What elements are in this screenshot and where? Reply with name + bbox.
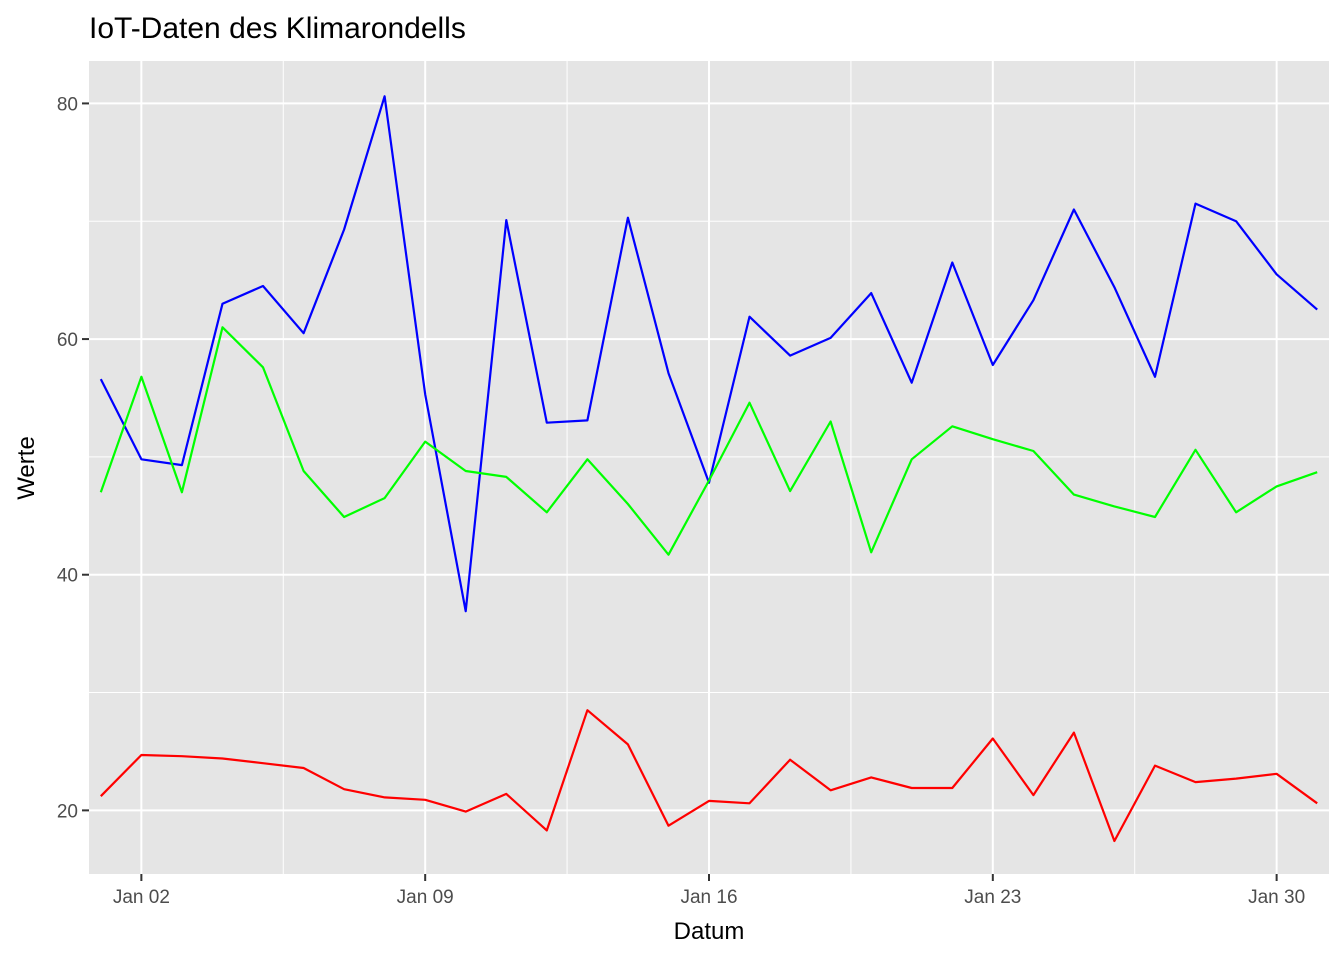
x-tick-label: Jan 30 bbox=[1248, 887, 1305, 908]
x-axis: Jan 02 Jan 09 Jan 16 Jan 23 Jan 30 bbox=[113, 874, 1305, 908]
x-tick-label: Jan 09 bbox=[397, 887, 454, 908]
x-tick-label: Jan 23 bbox=[964, 887, 1021, 908]
y-axis-title: Werte bbox=[13, 436, 40, 500]
series-line-2 bbox=[99, 326, 1318, 556]
x-tick-label: Jan 16 bbox=[680, 887, 737, 908]
x-tick-label: Jan 02 bbox=[113, 887, 170, 908]
y-tick-label: 80 bbox=[57, 94, 78, 115]
y-tick-label: 40 bbox=[57, 566, 78, 587]
series-line-3 bbox=[100, 709, 1318, 843]
chart-title: IoT-Daten des Klimarondells bbox=[89, 12, 466, 45]
series-lines bbox=[99, 95, 1318, 843]
series-line-1 bbox=[99, 95, 1318, 613]
y-tick-label: 60 bbox=[57, 330, 78, 351]
y-axis: 20 40 60 80 bbox=[57, 94, 89, 822]
x-axis-title: Datum bbox=[674, 918, 745, 945]
y-tick-label: 20 bbox=[57, 801, 78, 822]
